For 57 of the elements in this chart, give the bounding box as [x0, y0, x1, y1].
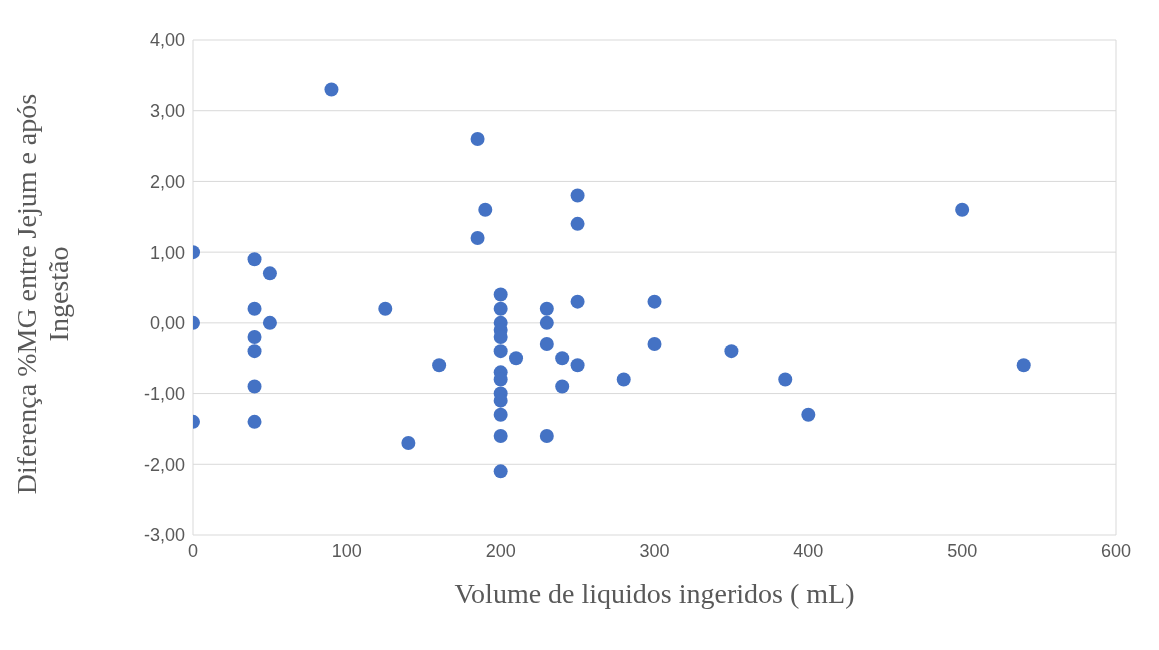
- point: [616, 372, 631, 387]
- x-tick-label: 200: [485, 541, 516, 561]
- point: [378, 301, 393, 316]
- point: [262, 266, 277, 281]
- point: [247, 414, 262, 429]
- point: [493, 287, 508, 302]
- point: [470, 132, 485, 146]
- point: [539, 315, 554, 330]
- y-tick-label: 4,00: [149, 30, 185, 51]
- y-tick-label: -1,00: [143, 383, 185, 404]
- point: [247, 301, 262, 316]
- point: [401, 436, 416, 451]
- y-tick-label: -2,00: [143, 454, 185, 475]
- point: [539, 301, 554, 316]
- point: [247, 252, 262, 267]
- y-tick-label: 3,00: [149, 101, 185, 122]
- y-tick-label: 2,00: [149, 171, 185, 192]
- point: [647, 294, 662, 309]
- point: [1016, 358, 1031, 373]
- point: [247, 379, 262, 394]
- x-tick-label: 500: [947, 541, 978, 561]
- x-tick-label: 100: [331, 541, 362, 561]
- point: [570, 294, 585, 309]
- point: [478, 202, 493, 217]
- point: [493, 464, 508, 479]
- y-tick-label: -3,00: [143, 525, 185, 546]
- point: [262, 315, 277, 330]
- point: [724, 344, 739, 359]
- point: [493, 344, 508, 359]
- point: [570, 358, 585, 373]
- y-axis-title: Diferença %MG entre Jejum e após Ingestão: [11, 92, 75, 497]
- x-tick-label: 300: [639, 541, 670, 561]
- point: [647, 337, 662, 352]
- point: [493, 301, 508, 316]
- point: [570, 216, 585, 231]
- point: [493, 407, 508, 422]
- point: [555, 351, 570, 366]
- point: [509, 351, 524, 366]
- point: [247, 344, 262, 359]
- point: [570, 188, 585, 203]
- y-tick-label: 0,00: [149, 313, 185, 334]
- point: [432, 358, 447, 373]
- y-tick-label: 1,00: [149, 242, 185, 263]
- x-tick-label: 0: [187, 541, 199, 561]
- x-axis-title: Volume de liquidos ingeridos ( mL): [454, 578, 855, 609]
- point: [247, 330, 262, 344]
- point: [778, 372, 793, 387]
- point: [801, 407, 816, 422]
- point: [955, 202, 970, 217]
- point: [555, 379, 570, 394]
- x-tick-label: 400: [793, 541, 824, 561]
- point: [324, 82, 339, 97]
- point: [493, 429, 508, 443]
- x-tick-label: 600: [1100, 541, 1132, 561]
- point: [539, 429, 554, 443]
- point: [470, 231, 485, 245]
- point: [539, 337, 554, 352]
